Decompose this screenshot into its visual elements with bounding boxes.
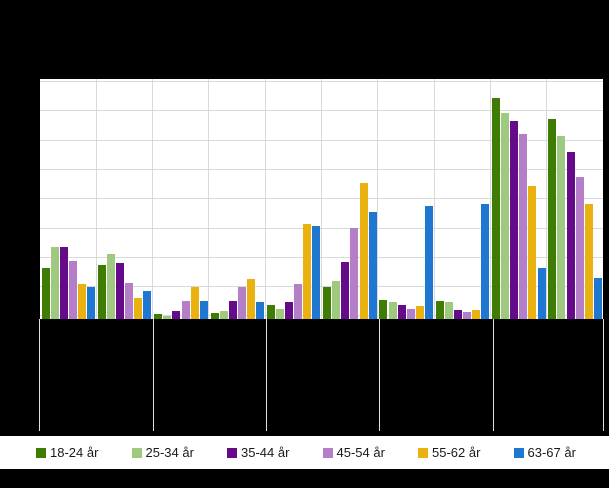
bar-63-67år (481, 204, 490, 319)
bar-25-34år (107, 254, 115, 319)
bar-18-24år (41, 268, 50, 319)
gridline-vertical (546, 79, 548, 319)
legend-label: 35-44 år (241, 445, 290, 460)
gridline-vertical (208, 79, 210, 319)
bar-35-44år (341, 261, 350, 319)
gridline-vertical (152, 79, 154, 319)
gridline-vertical (377, 79, 379, 319)
bar-18-24år (323, 286, 332, 319)
bar-55-62år (303, 224, 312, 319)
gridline-vertical (489, 79, 491, 319)
bar-18-24år (154, 314, 163, 319)
bar-25-34år (219, 310, 228, 319)
bar-45-54år (125, 283, 134, 319)
bar-45-54år (406, 309, 415, 319)
bar-63-67år (537, 268, 546, 319)
legend: 18-24 år 25-34 år 35-44 år 45-54 år 55-6… (0, 436, 609, 469)
bar-35-44år (510, 120, 519, 319)
bar-55-62år (190, 286, 199, 319)
legend-swatch-63-67-icon (513, 447, 524, 458)
legend-swatch-55-62-icon (418, 447, 428, 458)
legend-label: 18-24 år (50, 445, 99, 460)
legend-swatch-18-24-icon (36, 447, 46, 458)
gridline-vertical (433, 79, 435, 319)
bar-35-44år (397, 305, 406, 319)
bar-55-62år (134, 297, 143, 319)
bar-63-67år (593, 278, 602, 319)
bar-18-24år (379, 299, 388, 319)
gridline-vertical (95, 79, 97, 319)
bar-63-67år (87, 287, 96, 319)
legend-label: 45-54 år (336, 445, 385, 460)
bar-35-44år (228, 301, 237, 319)
legend-item-25-34: 25-34 år (131, 436, 194, 469)
bar-45-54år (463, 312, 471, 319)
bar-45-54år (237, 287, 246, 319)
bar-25-34år (501, 113, 510, 319)
legend-swatch-45-54-icon (322, 447, 333, 458)
legend-label: 55-62 år (432, 445, 481, 460)
bar-45-54år (181, 301, 190, 319)
bar-63-67år (256, 302, 264, 319)
bar-18-24år (97, 265, 106, 319)
bar-18-24år (548, 118, 557, 319)
bar-45-54år (575, 176, 584, 319)
legend-item-63-67: 63-67 år (513, 436, 576, 469)
x-axis-tick (379, 319, 381, 431)
x-axis-tick (152, 319, 154, 431)
x-axis-tick (602, 319, 604, 431)
bar-35-44år (453, 309, 462, 319)
legend-swatch-35-44-icon (227, 447, 237, 458)
bar-35-44år (59, 246, 68, 319)
bar-55-62år (246, 278, 255, 319)
x-axis-tick (266, 319, 267, 431)
bar-55-62år (528, 185, 537, 319)
bar-63-67år (143, 290, 152, 319)
bar-45-54år (294, 283, 303, 319)
bar-63-67år (199, 301, 208, 319)
x-axis-tick (39, 319, 40, 431)
legend-item-35-44: 35-44 år (227, 436, 289, 469)
bar-55-62år (359, 182, 368, 319)
bar-55-62år (78, 283, 86, 319)
bar-35-44år (566, 151, 575, 319)
bar-25-34år (275, 308, 284, 319)
bar-25-34år (444, 302, 453, 319)
bar-63-67år (312, 225, 321, 319)
bar-55-62år (472, 310, 481, 319)
legend-item-45-54: 45-54 år (322, 436, 385, 469)
legend-label: 63-67 år (527, 445, 576, 460)
bar-25-34år (332, 281, 341, 319)
bar-35-44år (172, 311, 181, 319)
legend-item-55-62: 55-62 år (418, 436, 480, 469)
gridline-vertical (264, 79, 266, 319)
legend-label: 25-34 år (145, 445, 194, 460)
bar-45-54år (68, 260, 77, 319)
bar-35-44år (285, 302, 293, 319)
bar-45-54år (519, 133, 528, 319)
bar-63-67år (424, 205, 433, 319)
bar-45-54år (350, 227, 359, 319)
bar-55-62år (584, 204, 593, 319)
legend-item-18-24: 18-24 år (36, 436, 98, 469)
bar-18-24år (266, 304, 275, 319)
plot-area (40, 79, 603, 319)
bar-25-34år (163, 315, 172, 319)
bar-18-24år (210, 313, 219, 319)
bar-25-34år (557, 135, 566, 319)
bar-63-67år (368, 211, 377, 319)
bar-35-44år (116, 263, 125, 319)
bar-55-62år (415, 306, 424, 319)
x-axis-tick (492, 319, 494, 431)
legend-swatch-25-34-icon (131, 447, 142, 458)
bar-18-24år (435, 300, 444, 319)
bar-25-34år (388, 302, 397, 319)
bar-25-34år (50, 247, 59, 319)
bar-18-24år (492, 97, 500, 319)
gridline-vertical (321, 79, 322, 319)
